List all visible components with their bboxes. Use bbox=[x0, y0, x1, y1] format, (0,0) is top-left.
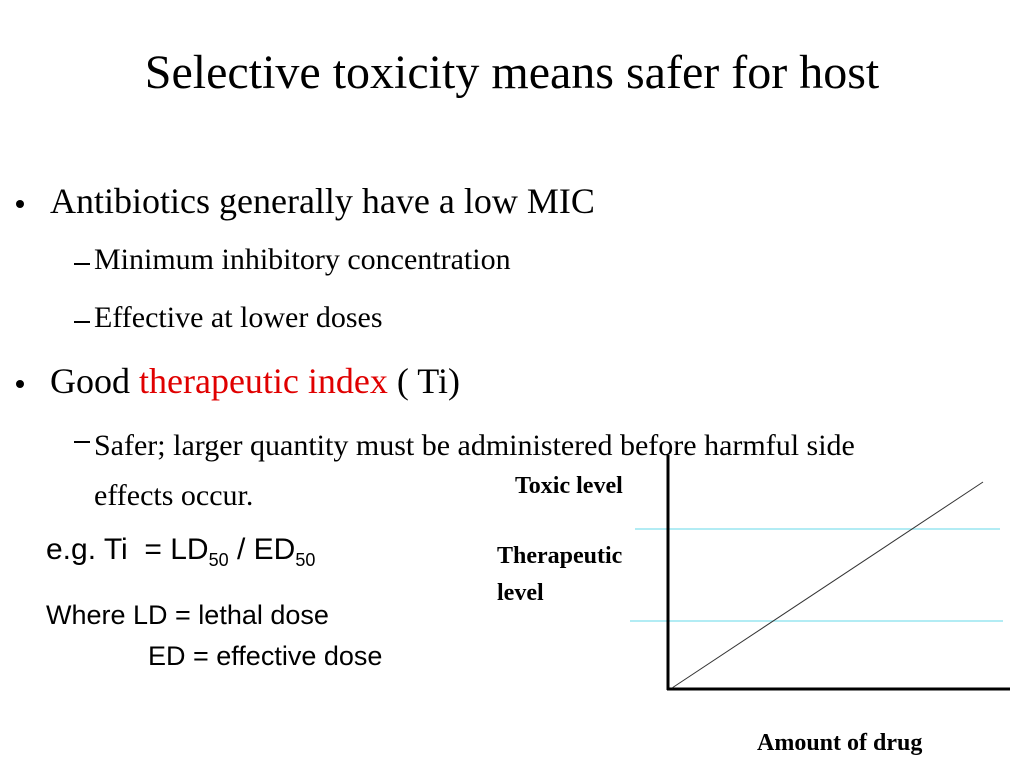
bullet-dot bbox=[16, 380, 24, 388]
definition: Where LD = lethal dose bbox=[46, 600, 329, 630]
sub-bullet: Effective at lower doses bbox=[94, 301, 383, 334]
text: / ED bbox=[228, 533, 296, 566]
subscript: 50 bbox=[208, 550, 229, 570]
text: ( Ti) bbox=[387, 361, 460, 401]
bullet: Antibiotics generally have a low MIC bbox=[50, 181, 595, 221]
text: e.g. Ti = LD bbox=[46, 533, 209, 566]
toxic-label: Toxic level bbox=[515, 473, 623, 499]
dose-line bbox=[671, 481, 984, 689]
formula: e.g. Ti = LD50 / ED50 bbox=[46, 533, 315, 571]
definition: ED = effective dose bbox=[148, 641, 383, 671]
slide-title: Selective toxicity means safer for host bbox=[144, 46, 880, 99]
sub-bullet: Safer; larger quantity must be administe… bbox=[94, 429, 855, 512]
sub-bullet: Minimum inhibitory concentration bbox=[94, 243, 511, 276]
sub-dash bbox=[74, 263, 90, 265]
subscript: 50 bbox=[295, 550, 316, 570]
sub-dash bbox=[74, 321, 90, 323]
therapeutic-label: Therapeutic level bbox=[497, 543, 623, 606]
bullet-dot bbox=[16, 200, 24, 208]
x-axis-label: Amount of drug bbox=[757, 730, 923, 756]
bullet: Good therapeutic index ( Ti) bbox=[50, 360, 460, 402]
text: Good bbox=[50, 361, 139, 401]
sub-dash bbox=[74, 441, 90, 443]
highlight: therapeutic index bbox=[139, 361, 388, 401]
